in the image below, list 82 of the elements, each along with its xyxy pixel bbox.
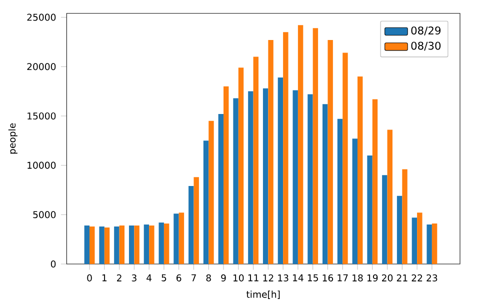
x-tick-label: 17 bbox=[338, 274, 348, 282]
bar bbox=[372, 99, 378, 264]
x-tick-label: 6 bbox=[176, 274, 182, 282]
bar bbox=[352, 138, 358, 264]
bar bbox=[144, 224, 150, 264]
x-tick-label: 16 bbox=[322, 274, 334, 282]
bar bbox=[402, 169, 408, 264]
bar bbox=[253, 56, 258, 264]
bar bbox=[178, 212, 184, 264]
x-tick-label: 1 bbox=[102, 274, 107, 282]
bar bbox=[174, 214, 179, 264]
bar bbox=[164, 224, 170, 264]
bar bbox=[387, 130, 392, 264]
bar bbox=[278, 77, 284, 264]
bar bbox=[119, 226, 125, 264]
bar bbox=[328, 40, 333, 264]
bar bbox=[396, 196, 402, 264]
x-tick-label: 2 bbox=[117, 274, 122, 282]
bar bbox=[367, 155, 372, 264]
bar bbox=[322, 104, 328, 264]
bar bbox=[208, 120, 214, 264]
x-tick-label: 8 bbox=[206, 274, 211, 282]
x-tick-label: 4 bbox=[146, 274, 152, 282]
y-axis-title: people bbox=[8, 123, 18, 154]
bar bbox=[128, 226, 134, 264]
bar bbox=[149, 226, 154, 264]
x-tick-label: 18 bbox=[352, 274, 363, 282]
legend-label: 08/30 bbox=[411, 42, 441, 51]
x-tick-label: 9 bbox=[221, 274, 226, 282]
bar bbox=[99, 226, 104, 264]
bar bbox=[292, 90, 298, 264]
x-tick-label: 14 bbox=[293, 274, 304, 282]
y-tick-label: 15000 bbox=[28, 112, 56, 120]
bar bbox=[337, 118, 343, 264]
x-tick-label: 12 bbox=[263, 274, 274, 282]
bar bbox=[194, 177, 199, 264]
bar bbox=[238, 68, 244, 264]
x-tick-label: 23 bbox=[426, 274, 438, 282]
bar bbox=[158, 222, 164, 264]
bar bbox=[248, 91, 254, 264]
x-tick-label: 22 bbox=[412, 274, 422, 282]
bar bbox=[298, 25, 304, 264]
bar bbox=[268, 40, 274, 264]
y-tick-label: 25000 bbox=[27, 14, 56, 21]
bar bbox=[104, 227, 110, 264]
bar bbox=[90, 226, 95, 264]
bar bbox=[224, 86, 229, 264]
bar bbox=[134, 226, 140, 264]
x-tick-label: 20 bbox=[382, 274, 393, 282]
y-tick-label: 20000 bbox=[27, 63, 56, 70]
bar bbox=[342, 52, 348, 264]
bar bbox=[426, 224, 432, 264]
x-tick-label: 19 bbox=[367, 274, 378, 282]
y-tick-label: 10000 bbox=[28, 162, 56, 169]
bar bbox=[84, 226, 90, 264]
bar bbox=[412, 218, 418, 264]
legend-label: 08/29 bbox=[411, 26, 441, 36]
bar bbox=[233, 98, 238, 264]
x-tick-label: 3 bbox=[132, 274, 136, 282]
x-tick-label: 0 bbox=[87, 274, 92, 282]
bar bbox=[262, 88, 268, 264]
bar bbox=[417, 212, 422, 264]
x-axis-title: time[h] bbox=[246, 290, 280, 299]
bar bbox=[358, 76, 363, 264]
y-tick-label: 5000 bbox=[33, 211, 56, 218]
x-tick-label: 7 bbox=[192, 274, 196, 282]
bar bbox=[218, 114, 224, 264]
bar bbox=[382, 175, 388, 264]
x-tick-label: 11 bbox=[248, 274, 258, 282]
x-tick-label: 15 bbox=[308, 274, 318, 282]
bar bbox=[203, 140, 209, 264]
bar bbox=[283, 32, 288, 264]
bar bbox=[114, 226, 120, 264]
bar bbox=[188, 186, 194, 264]
bar bbox=[432, 224, 438, 264]
bar bbox=[312, 28, 318, 264]
x-tick-label: 10 bbox=[233, 274, 244, 282]
y-tick-label: 0 bbox=[50, 260, 56, 268]
x-tick-label: 5 bbox=[162, 274, 166, 282]
bar bbox=[308, 94, 313, 264]
x-tick-label: 21 bbox=[396, 274, 408, 282]
x-tick-label: 13 bbox=[278, 274, 288, 282]
